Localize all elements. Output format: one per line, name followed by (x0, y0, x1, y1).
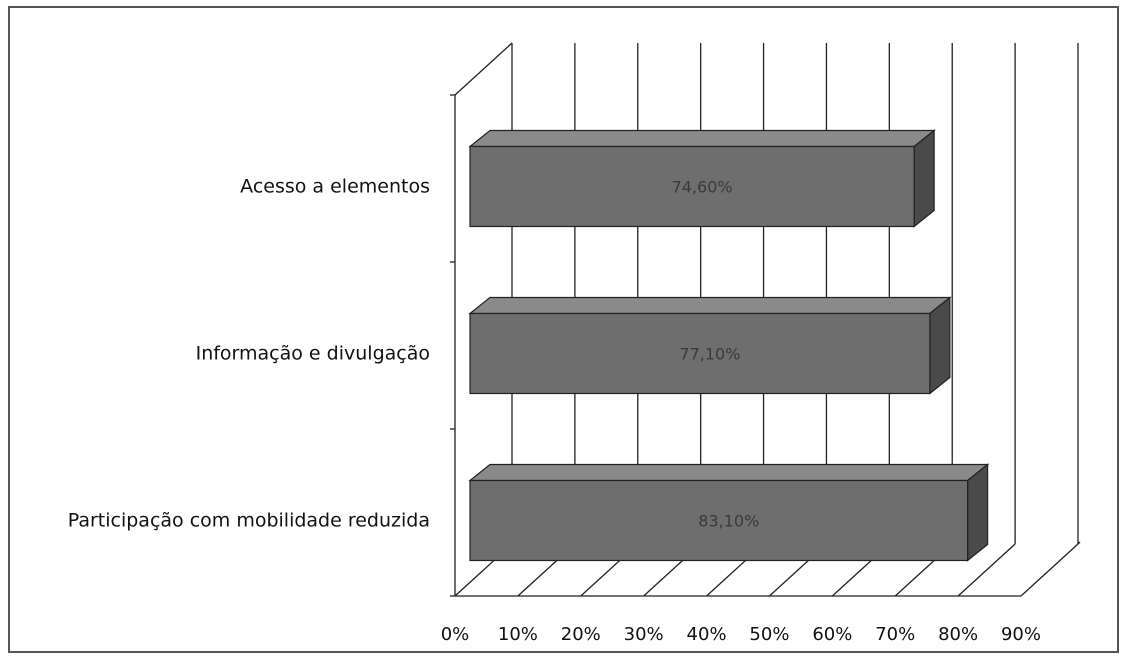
left-wall-top-edge (454, 42, 513, 96)
data-label: 77,10% (679, 345, 740, 364)
data-label: 74,60% (672, 178, 733, 197)
labels: 0% 10% 20% 30% 40% 50% 60% 70% 80% 90% 74,60% Acess… (68, 176, 1041, 646)
bar (468, 296, 952, 395)
x-tick-label: 10% (498, 624, 538, 645)
x-tick-label: 90% (1001, 624, 1041, 645)
bar (468, 129, 936, 228)
category-label: Acesso a elementos (240, 176, 430, 198)
floor-gridline (957, 543, 1016, 597)
x-tick-label: 0% (441, 624, 470, 645)
bar-front-face (469, 312, 931, 395)
data-label: 83,10% (698, 512, 759, 531)
bar-front-face (469, 479, 969, 562)
bar-top-face (468, 463, 990, 482)
bar-top-face (468, 129, 936, 148)
bar (468, 463, 990, 562)
x-tick-label: 40% (687, 624, 727, 645)
x-tick-label: 20% (561, 624, 601, 645)
bars (468, 129, 990, 562)
category-label: Informação e divulgação (196, 343, 430, 365)
bar-side-face (929, 296, 951, 395)
floor-gridline (1020, 543, 1079, 597)
bar-side-face (967, 463, 989, 562)
x-tick-label: 60% (812, 624, 852, 645)
category-label: Participação com mobilidade reduzida (68, 510, 430, 532)
floor-corner (1077, 541, 1081, 545)
x-tick-label: 30% (624, 624, 664, 645)
bar-side-face (913, 129, 935, 228)
x-tick-label: 50% (749, 624, 789, 645)
x-tick-label: 70% (875, 624, 915, 645)
bar-front-face (469, 145, 915, 228)
bar-top-face (468, 296, 952, 315)
x-tick-label: 80% (938, 624, 978, 645)
